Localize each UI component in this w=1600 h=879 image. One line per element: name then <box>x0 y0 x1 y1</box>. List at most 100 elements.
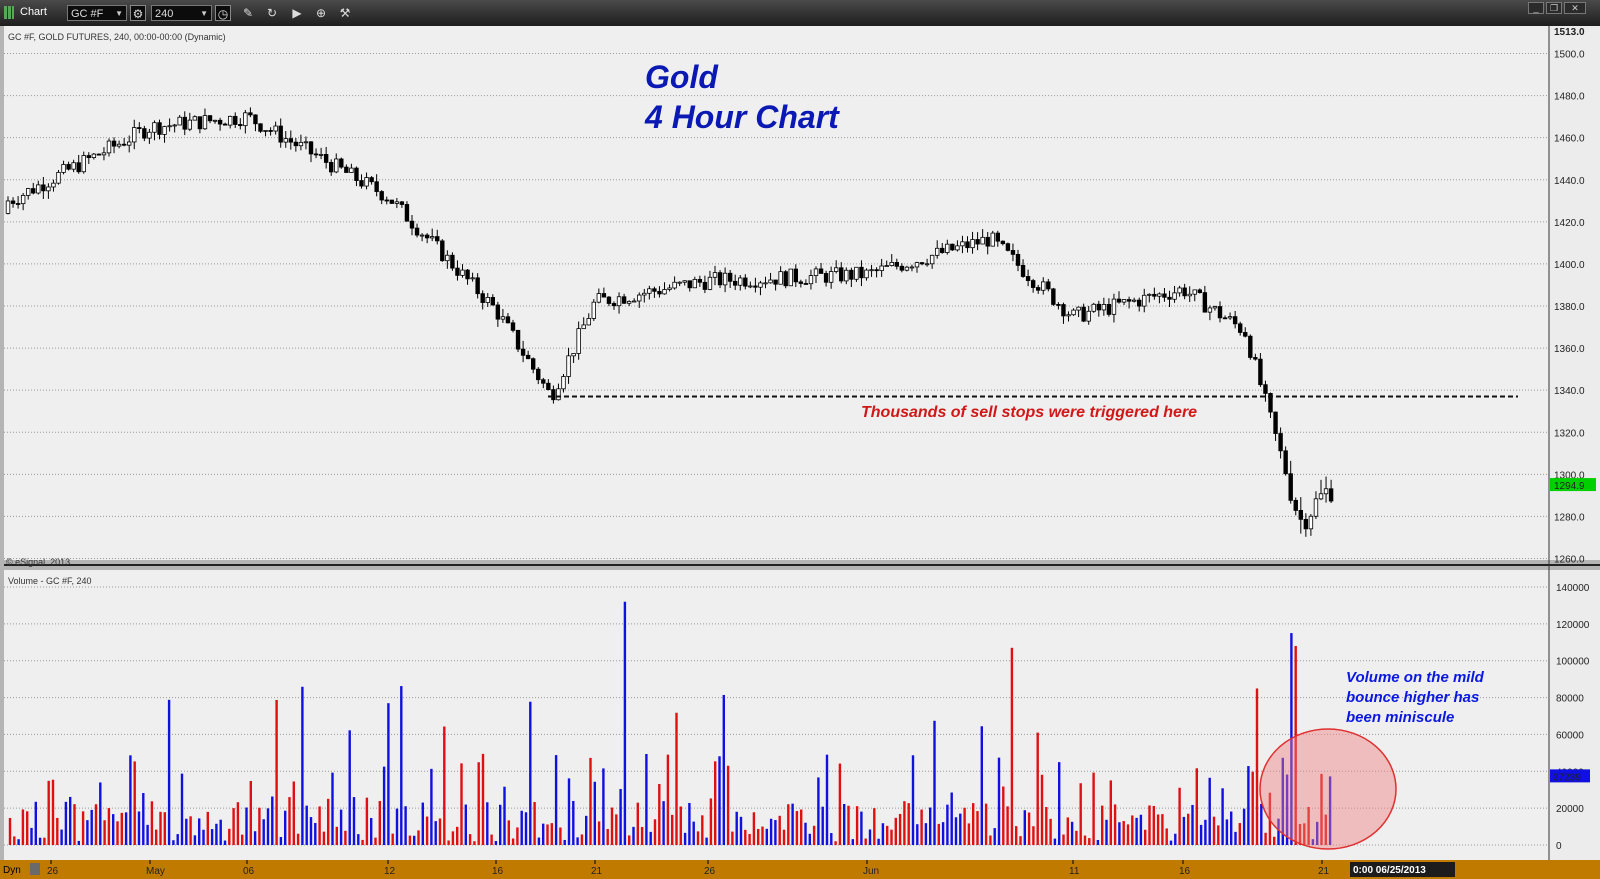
volume-bar <box>821 806 824 845</box>
play-icon[interactable]: ▶ <box>292 6 302 20</box>
close-button[interactable]: ✕ <box>1564 2 1586 14</box>
volume-bar <box>873 808 876 845</box>
candle-body <box>470 277 475 280</box>
zoom-icon[interactable]: ⊕ <box>315 6 327 20</box>
candle-body <box>773 279 778 285</box>
volume-bar <box>1169 840 1173 845</box>
restore-button[interactable]: ❐ <box>1546 2 1562 14</box>
candle-body <box>616 296 622 307</box>
volume-bar <box>1075 830 1078 845</box>
candle-body <box>121 143 127 146</box>
candle-body <box>1192 289 1197 295</box>
volume-bar <box>296 833 300 845</box>
candle-body <box>919 262 925 265</box>
volume-bar <box>271 796 274 845</box>
candle-body <box>935 247 940 256</box>
candle-body <box>803 283 809 285</box>
volume-bar <box>941 822 945 845</box>
candle-body <box>1232 316 1238 325</box>
volume-bar <box>851 839 854 845</box>
volume-bar <box>486 802 489 845</box>
pencil-draw-icon[interactable]: ✎ <box>242 6 254 20</box>
candle-body <box>834 267 839 272</box>
candle-body <box>349 167 354 173</box>
candle-body <box>51 182 56 188</box>
candle-body <box>677 281 682 284</box>
volume-bar <box>645 753 648 845</box>
candle-body <box>404 204 410 222</box>
candle-body <box>15 203 21 205</box>
candle-body <box>1036 287 1041 291</box>
volume-tick-label: 60000 <box>1556 730 1584 741</box>
volume-bar <box>748 833 751 845</box>
candle-body <box>1313 498 1319 517</box>
volume-bar <box>159 811 162 845</box>
volume-bar <box>1178 787 1181 845</box>
candle-body <box>722 272 728 286</box>
volume-bar <box>189 816 192 845</box>
volume-bar <box>907 803 910 845</box>
volume-bar <box>1036 732 1039 845</box>
candlestick-series <box>5 107 1334 537</box>
candle-body <box>1147 293 1152 296</box>
volume-bar <box>1277 818 1280 845</box>
interval-input[interactable]: 240 ▼ <box>151 5 212 21</box>
volume-bar <box>1260 803 1263 845</box>
candle-body <box>111 140 117 147</box>
volume-bar <box>516 827 519 845</box>
volume-bar <box>176 834 179 845</box>
candle-body <box>556 388 561 401</box>
volume-bar <box>421 802 424 845</box>
price-axis-bg <box>1549 26 1600 560</box>
symbol-input[interactable]: GC #F ▼ <box>67 5 127 21</box>
clock-icon[interactable]: ◷ <box>215 5 231 21</box>
volume-bar <box>1174 833 1177 845</box>
candle-body <box>632 300 637 303</box>
refresh-icon[interactable]: ↻ <box>266 6 278 20</box>
volume-bar <box>348 730 351 845</box>
volume-bar <box>1109 780 1112 845</box>
volume-bar <box>1062 834 1065 845</box>
link-tool-icon[interactable]: ⚒ <box>339 6 351 20</box>
volume-tick-label: 80000 <box>1556 694 1584 705</box>
copyright-label: © eSignal, 2013 <box>6 557 70 567</box>
volume-bar <box>456 826 459 845</box>
volume-bar <box>417 830 420 845</box>
volume-bar <box>404 806 407 845</box>
candle-body <box>1283 450 1288 475</box>
candle-body <box>182 116 187 130</box>
dock-icon[interactable] <box>30 863 40 875</box>
candle-body <box>1288 473 1293 501</box>
volume-bar <box>795 811 799 845</box>
title-bar: Chart GC #F ▼ ⚙ 240 ▼ ◷ ✎ ↻ ▶ ⊕ ⚒ _ ❐ ✕ <box>0 0 1600 26</box>
volume-bar <box>451 831 455 845</box>
volume-bar <box>206 811 209 845</box>
candle-body <box>692 279 697 289</box>
time-axis-bar <box>0 860 1600 879</box>
candle-body <box>525 354 531 360</box>
volume-bar <box>808 833 811 845</box>
volume-bar <box>993 828 996 845</box>
volume-bar <box>1247 766 1250 845</box>
volume-bar <box>8 817 12 845</box>
chevron-down-icon[interactable]: ▼ <box>200 9 208 18</box>
volume-bar <box>17 839 20 845</box>
candle-body <box>1101 304 1107 311</box>
volume-bar <box>1122 821 1125 845</box>
volume-bar <box>752 812 756 845</box>
price-axis-ticks: 1500.0 1480.0 1460.0 1440.0 1420.0 1400.0 1380… <box>1554 50 1585 566</box>
candle-body <box>455 267 460 276</box>
candle-body <box>1212 306 1218 309</box>
volume-bar <box>1113 804 1117 845</box>
candle-body <box>187 119 192 130</box>
minimize-button[interactable]: _ <box>1528 2 1544 14</box>
chevron-down-icon[interactable]: ▼ <box>115 9 123 18</box>
candle-body <box>20 194 26 205</box>
candle-body <box>116 143 122 147</box>
volume-bar <box>1255 688 1259 845</box>
volume-bar <box>1083 835 1087 845</box>
settings-gear-icon[interactable]: ⚙ <box>130 5 146 21</box>
volume-bar <box>1032 826 1035 845</box>
volume-bar <box>314 822 317 845</box>
